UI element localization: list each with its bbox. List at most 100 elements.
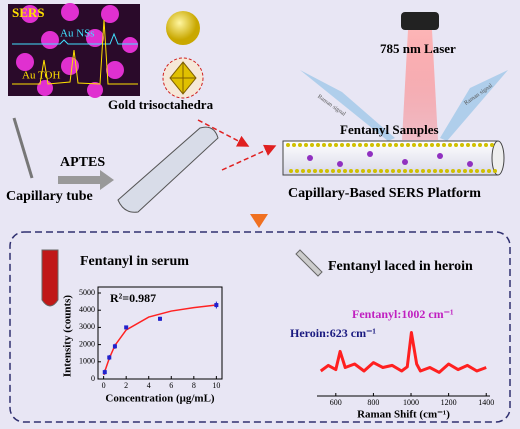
data-point	[107, 355, 112, 360]
x-tick-label: 1400	[478, 398, 494, 407]
gold-dot	[337, 169, 341, 173]
gold-dot	[310, 143, 314, 147]
gold-dot	[373, 169, 377, 173]
gold-particles	[286, 143, 497, 173]
gold-dot	[343, 169, 347, 173]
gold-dot	[421, 169, 425, 173]
gold-sphere	[166, 11, 200, 45]
gold-dot	[349, 169, 353, 173]
au-toh-spectrum	[12, 19, 138, 85]
gold-dot	[328, 143, 332, 147]
x-tick-label: 1000	[403, 398, 419, 407]
y-tick-label: 5000	[79, 288, 95, 297]
platform-label: Capillary-Based SERS Platform	[288, 186, 481, 201]
gold-dot	[424, 143, 428, 147]
x-tick-label: 6	[169, 381, 173, 390]
gold-label: Gold trisoctahedra	[108, 97, 214, 112]
gold-dot	[457, 169, 461, 173]
capillary-label: Capillary tube	[6, 189, 93, 204]
gold-dot	[367, 169, 371, 173]
gold-dot	[445, 169, 449, 173]
gold-dot	[451, 169, 455, 173]
capillary-tube	[12, 117, 34, 179]
x-tick-label: 4	[147, 381, 151, 390]
y-tick-label: 3000	[79, 322, 95, 331]
y-tick-label: 0	[91, 374, 95, 383]
functionalized-tube	[117, 126, 219, 213]
gold-dot	[388, 143, 392, 147]
gold-dot	[418, 143, 422, 147]
x-tick-label: 1200	[441, 398, 457, 407]
gold-dot	[448, 143, 452, 147]
results-box	[9, 231, 511, 423]
gold-dot	[400, 143, 404, 147]
gold-dot	[472, 143, 476, 147]
gold-dot	[355, 169, 359, 173]
serum-label: Fentanyl in serum	[80, 254, 189, 269]
gold-dot	[340, 143, 344, 147]
gold-dot	[295, 169, 299, 173]
fentanyl-molecules	[307, 151, 473, 167]
gold-dot	[442, 143, 446, 147]
gold-dot	[397, 169, 401, 173]
au-nss-spectrum	[12, 32, 138, 45]
x-axis-label: Concentration (μg/mL)	[105, 393, 215, 405]
gold-dot	[394, 143, 398, 147]
blood-tube	[41, 249, 59, 307]
au-nss-label: Au NSs	[60, 28, 95, 40]
raman-beam-right	[440, 70, 508, 141]
x-tick-label: 2	[124, 381, 128, 390]
gold-dot	[481, 169, 485, 173]
gold-dot	[313, 169, 317, 173]
gold-dot	[316, 143, 320, 147]
gold-dot	[358, 143, 362, 147]
gold-dot	[391, 169, 395, 173]
aptes-label: APTES	[60, 155, 105, 170]
gold-dot	[463, 169, 467, 173]
gold-dot	[298, 143, 302, 147]
gold-dot	[454, 143, 458, 147]
gold-dot	[307, 169, 311, 173]
y-tick-label: 1000	[79, 357, 95, 366]
arrow-tube	[221, 144, 277, 171]
gold-dot	[406, 143, 410, 147]
gold-dot	[430, 143, 434, 147]
data-point	[214, 303, 219, 308]
gold-dot	[487, 169, 491, 173]
gold-dot	[469, 169, 473, 173]
data-point	[102, 370, 107, 375]
x-axis-label: Raman Shift (cm⁻¹)	[357, 409, 450, 421]
x-tick-label: 600	[330, 398, 342, 407]
gold-dot	[439, 169, 443, 173]
heroin-label: Fentanyl laced in heroin	[328, 259, 473, 274]
gold-dot	[493, 169, 497, 173]
data-point	[124, 325, 129, 330]
y-tick-label: 2000	[79, 339, 95, 348]
laser-head	[401, 12, 439, 30]
gold-dot	[331, 169, 335, 173]
gold-dot	[385, 169, 389, 173]
gold-dot	[289, 169, 293, 173]
gold-dot	[382, 143, 386, 147]
gold-dot	[370, 143, 374, 147]
gold-dot	[433, 169, 437, 173]
gold-dot	[403, 169, 407, 173]
gold-dot	[334, 143, 338, 147]
gold-dot	[364, 143, 368, 147]
plot-frame	[97, 286, 223, 380]
gold-dot	[415, 169, 419, 173]
x-tick-label: 10	[212, 381, 220, 390]
heroin-peak-label: Heroin:623 cm⁻¹	[290, 326, 376, 340]
gold-dot	[304, 143, 308, 147]
gold-dot	[301, 169, 305, 173]
raman-beam-left	[300, 70, 395, 141]
gold-dot	[376, 143, 380, 147]
gold-dot	[436, 143, 440, 147]
gold-dot	[466, 143, 470, 147]
sers-label: SERS	[12, 5, 45, 20]
arrow-aptes	[58, 170, 114, 190]
gold-dot	[427, 169, 431, 173]
gold-dot	[490, 143, 494, 147]
gold-dot	[352, 143, 356, 147]
gold-dot	[361, 169, 365, 173]
